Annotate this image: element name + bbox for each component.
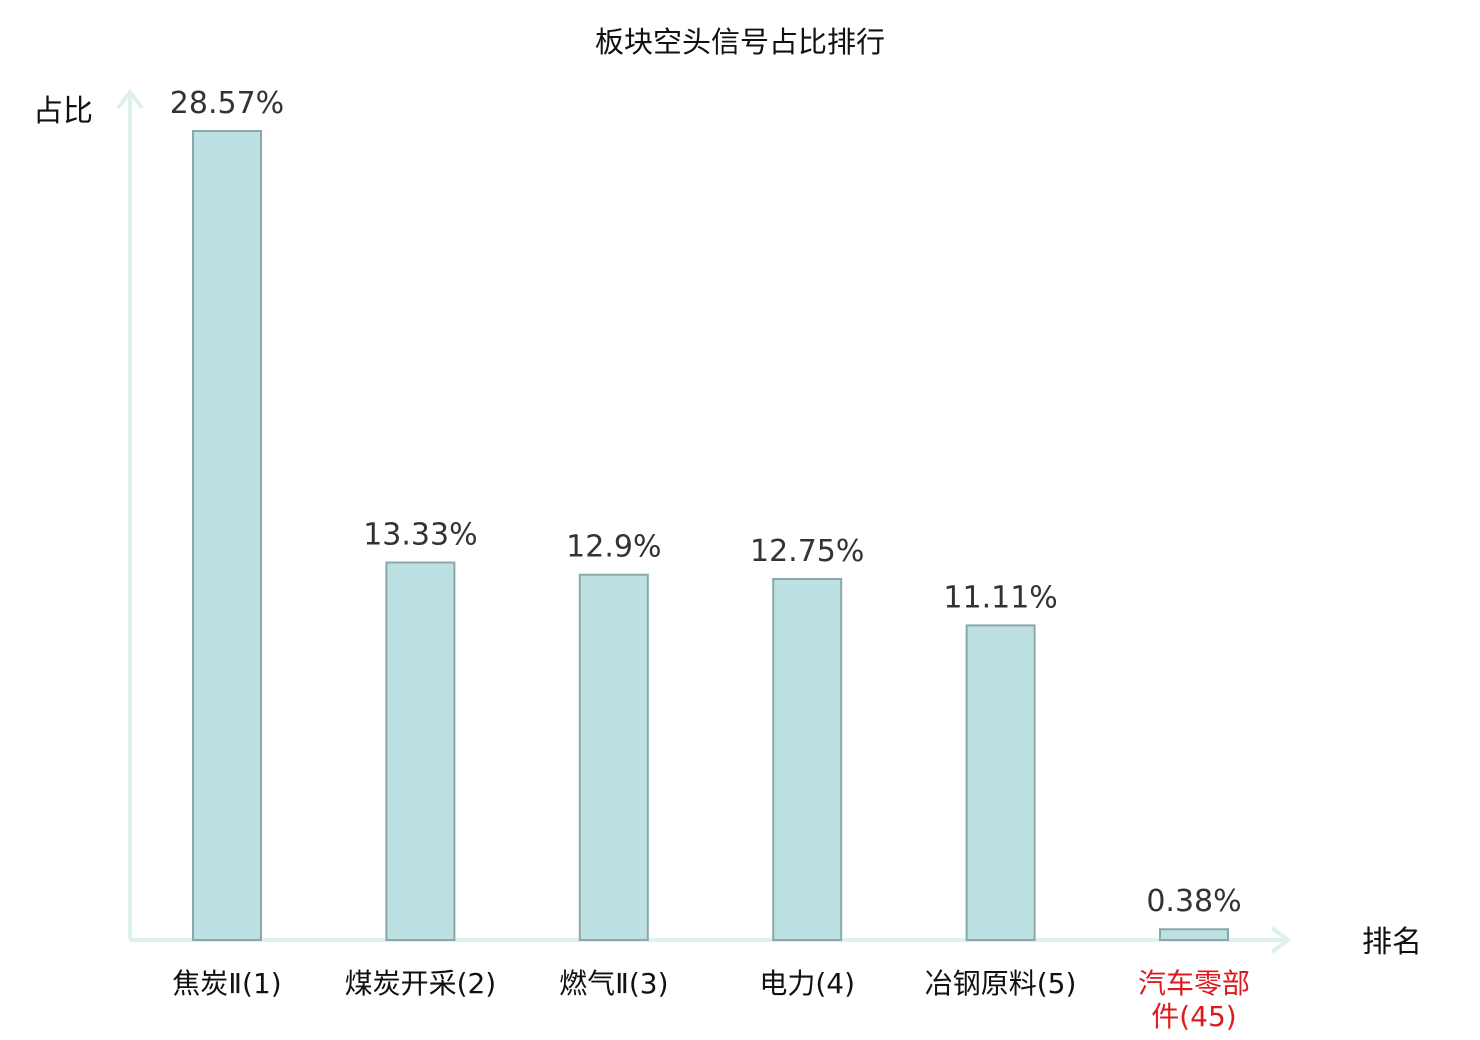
bar-5 [965, 624, 1036, 941]
category-label-3: 燃气Ⅱ(3) [559, 967, 668, 1000]
bars-group [192, 130, 1229, 942]
value-label-6: 0.38% [1146, 884, 1241, 919]
y-axis-arrow [116, 88, 144, 110]
category-labels-group: 焦炭Ⅱ(1) 煤炭开采(2) 燃气Ⅱ(3) 电力(4) 冶钢原料(5) 汽车零部件(45) [172, 967, 1250, 1033]
category-label-1: 焦炭Ⅱ(1) [172, 967, 281, 1000]
value-labels-group: 28.57% 13.33% 12.9% 12.75% 11.11% 0.38% [170, 86, 1242, 919]
bar-3 [578, 573, 649, 942]
category-label-5: 冶钢原料(5) [925, 967, 1077, 1000]
chart-title: 板块空头信号占比排行 [595, 25, 885, 59]
y-axis-label: 占比 [33, 94, 93, 129]
category-label-2: 煤炭开采(2) [345, 967, 497, 1000]
x-axis-arrow [1270, 926, 1292, 954]
value-label-2: 13.33% [363, 518, 477, 553]
bar-2 [385, 561, 456, 941]
x-axis-label: 排名 [1362, 925, 1422, 960]
value-label-3: 12.9% [566, 530, 661, 565]
value-label-5: 11.11% [943, 580, 1057, 615]
value-label-1: 28.57% [170, 86, 284, 121]
bar-6 [1159, 928, 1229, 941]
bar-4 [772, 577, 843, 941]
category-label-6: 汽车零部件(45) [1138, 967, 1250, 1033]
value-label-4: 12.75% [750, 534, 864, 569]
bar-1 [192, 130, 262, 941]
category-label-4: 电力(4) [759, 967, 855, 1000]
